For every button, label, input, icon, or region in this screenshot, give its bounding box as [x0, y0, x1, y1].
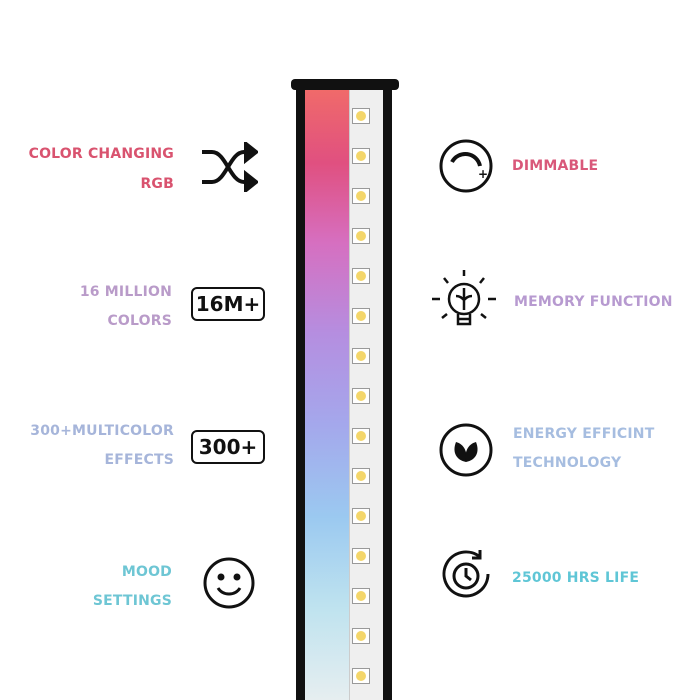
led-chip [352, 628, 370, 644]
led-chip [352, 348, 370, 364]
color-changing-label: COLOR CHANGING [28, 146, 174, 162]
brain-bulb-icon [432, 270, 496, 326]
rgb-label: RGB [140, 176, 174, 192]
300-badge: 300+ [191, 430, 265, 464]
tube-cap [291, 79, 399, 90]
led-chip [352, 108, 370, 124]
leaf-icon [439, 423, 493, 477]
led-chip [352, 388, 370, 404]
dimmable-label: DIMMABLE [512, 158, 599, 174]
dimmer-icon: + [439, 139, 493, 193]
led-chip [352, 308, 370, 324]
led-chip [352, 668, 370, 684]
rgb-glow [305, 90, 349, 700]
led-chip [352, 148, 370, 164]
led-chip [352, 428, 370, 444]
effects-label: EFFECTS [104, 452, 174, 468]
hours-life-label: 25000 HRS LIFE [512, 570, 640, 586]
led-chip [352, 468, 370, 484]
led-chip [352, 588, 370, 604]
settings-label: SETTINGS [92, 593, 172, 609]
led-chip [352, 188, 370, 204]
led-chip [352, 548, 370, 564]
mood-label: MOOD [121, 564, 172, 580]
shuffle-icon [202, 142, 258, 192]
memory-function-label: MEMORY FUNCTION [514, 294, 673, 310]
technology-label: TECHNOLOGY [513, 455, 622, 471]
led-chip [352, 268, 370, 284]
colors-label: COLORS [107, 313, 172, 329]
smiley-icon [203, 557, 255, 609]
svg-text:+: + [478, 167, 488, 181]
16m-badge: 16M+ [191, 287, 265, 321]
16-million-label: 16 MILLION [79, 284, 172, 300]
led-chip [352, 508, 370, 524]
energy-label: ENERGY EFFICINT [513, 426, 655, 442]
led-chip [352, 228, 370, 244]
multicolor-label: 300+MULTICOLOR [30, 423, 174, 439]
clock-icon [442, 550, 490, 598]
